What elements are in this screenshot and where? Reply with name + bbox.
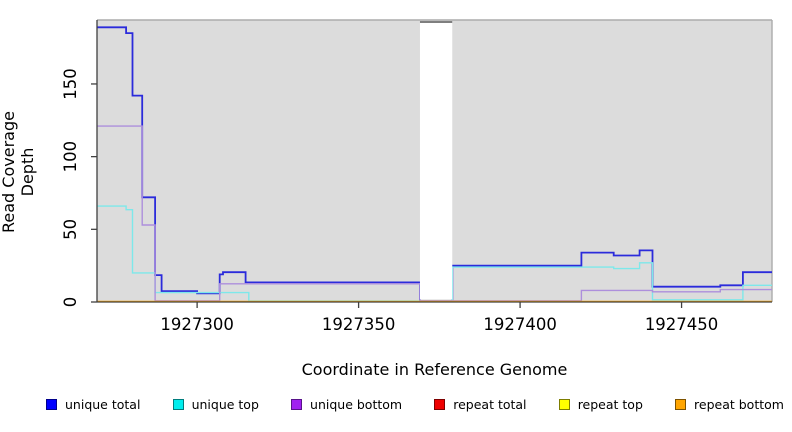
- y-tick-label: 50: [61, 219, 80, 240]
- legend-label-unique-total: unique total: [65, 397, 141, 412]
- y-axis-title: Read Coverage Depth: [0, 111, 37, 233]
- legend-label-repeat-top: repeat top: [577, 397, 643, 412]
- legend-swatch-unique-top: [172, 399, 184, 410]
- legend-swatch-repeat-total: [434, 399, 446, 410]
- legend-item-repeat-bottom: repeat bottom: [675, 397, 784, 412]
- legend-item-repeat-top: repeat top: [558, 397, 643, 412]
- y-tick-label: 100: [61, 141, 80, 173]
- x-tick-label: 1927450: [645, 315, 719, 334]
- legend-label-unique-top: unique top: [191, 397, 259, 412]
- series-unique-top: [97, 205, 772, 302]
- x-tick-label: 1927350: [322, 315, 396, 334]
- legend-item-unique-total: unique total: [46, 397, 140, 412]
- y-tick-label: 0: [61, 297, 80, 308]
- legend-item-unique-bottom: unique bottom: [291, 397, 402, 412]
- y-tick-label: 150: [61, 68, 80, 100]
- x-tick-label: 1927300: [160, 315, 234, 334]
- legend-label-unique-bottom: unique bottom: [310, 397, 403, 412]
- legend-swatch-repeat-bottom: [675, 399, 687, 410]
- legend-swatch-unique-total: [46, 399, 57, 410]
- legend-item-repeat-total: repeat total: [434, 397, 527, 412]
- legend-swatch-unique-bottom: [291, 399, 303, 410]
- masked-region: [419, 21, 453, 300]
- x-axis-title: Coordinate in Reference Genome: [301, 360, 568, 379]
- legend-swatch-repeat-top: [558, 399, 570, 410]
- legend-item-unique-top: unique top: [172, 397, 259, 412]
- legend-label-repeat-total: repeat total: [453, 397, 527, 412]
- legend-label-repeat-bottom: repeat bottom: [694, 397, 784, 412]
- x-tick-label: 1927400: [483, 315, 557, 334]
- legend: unique total unique top unique bottom repea…: [46, 397, 784, 412]
